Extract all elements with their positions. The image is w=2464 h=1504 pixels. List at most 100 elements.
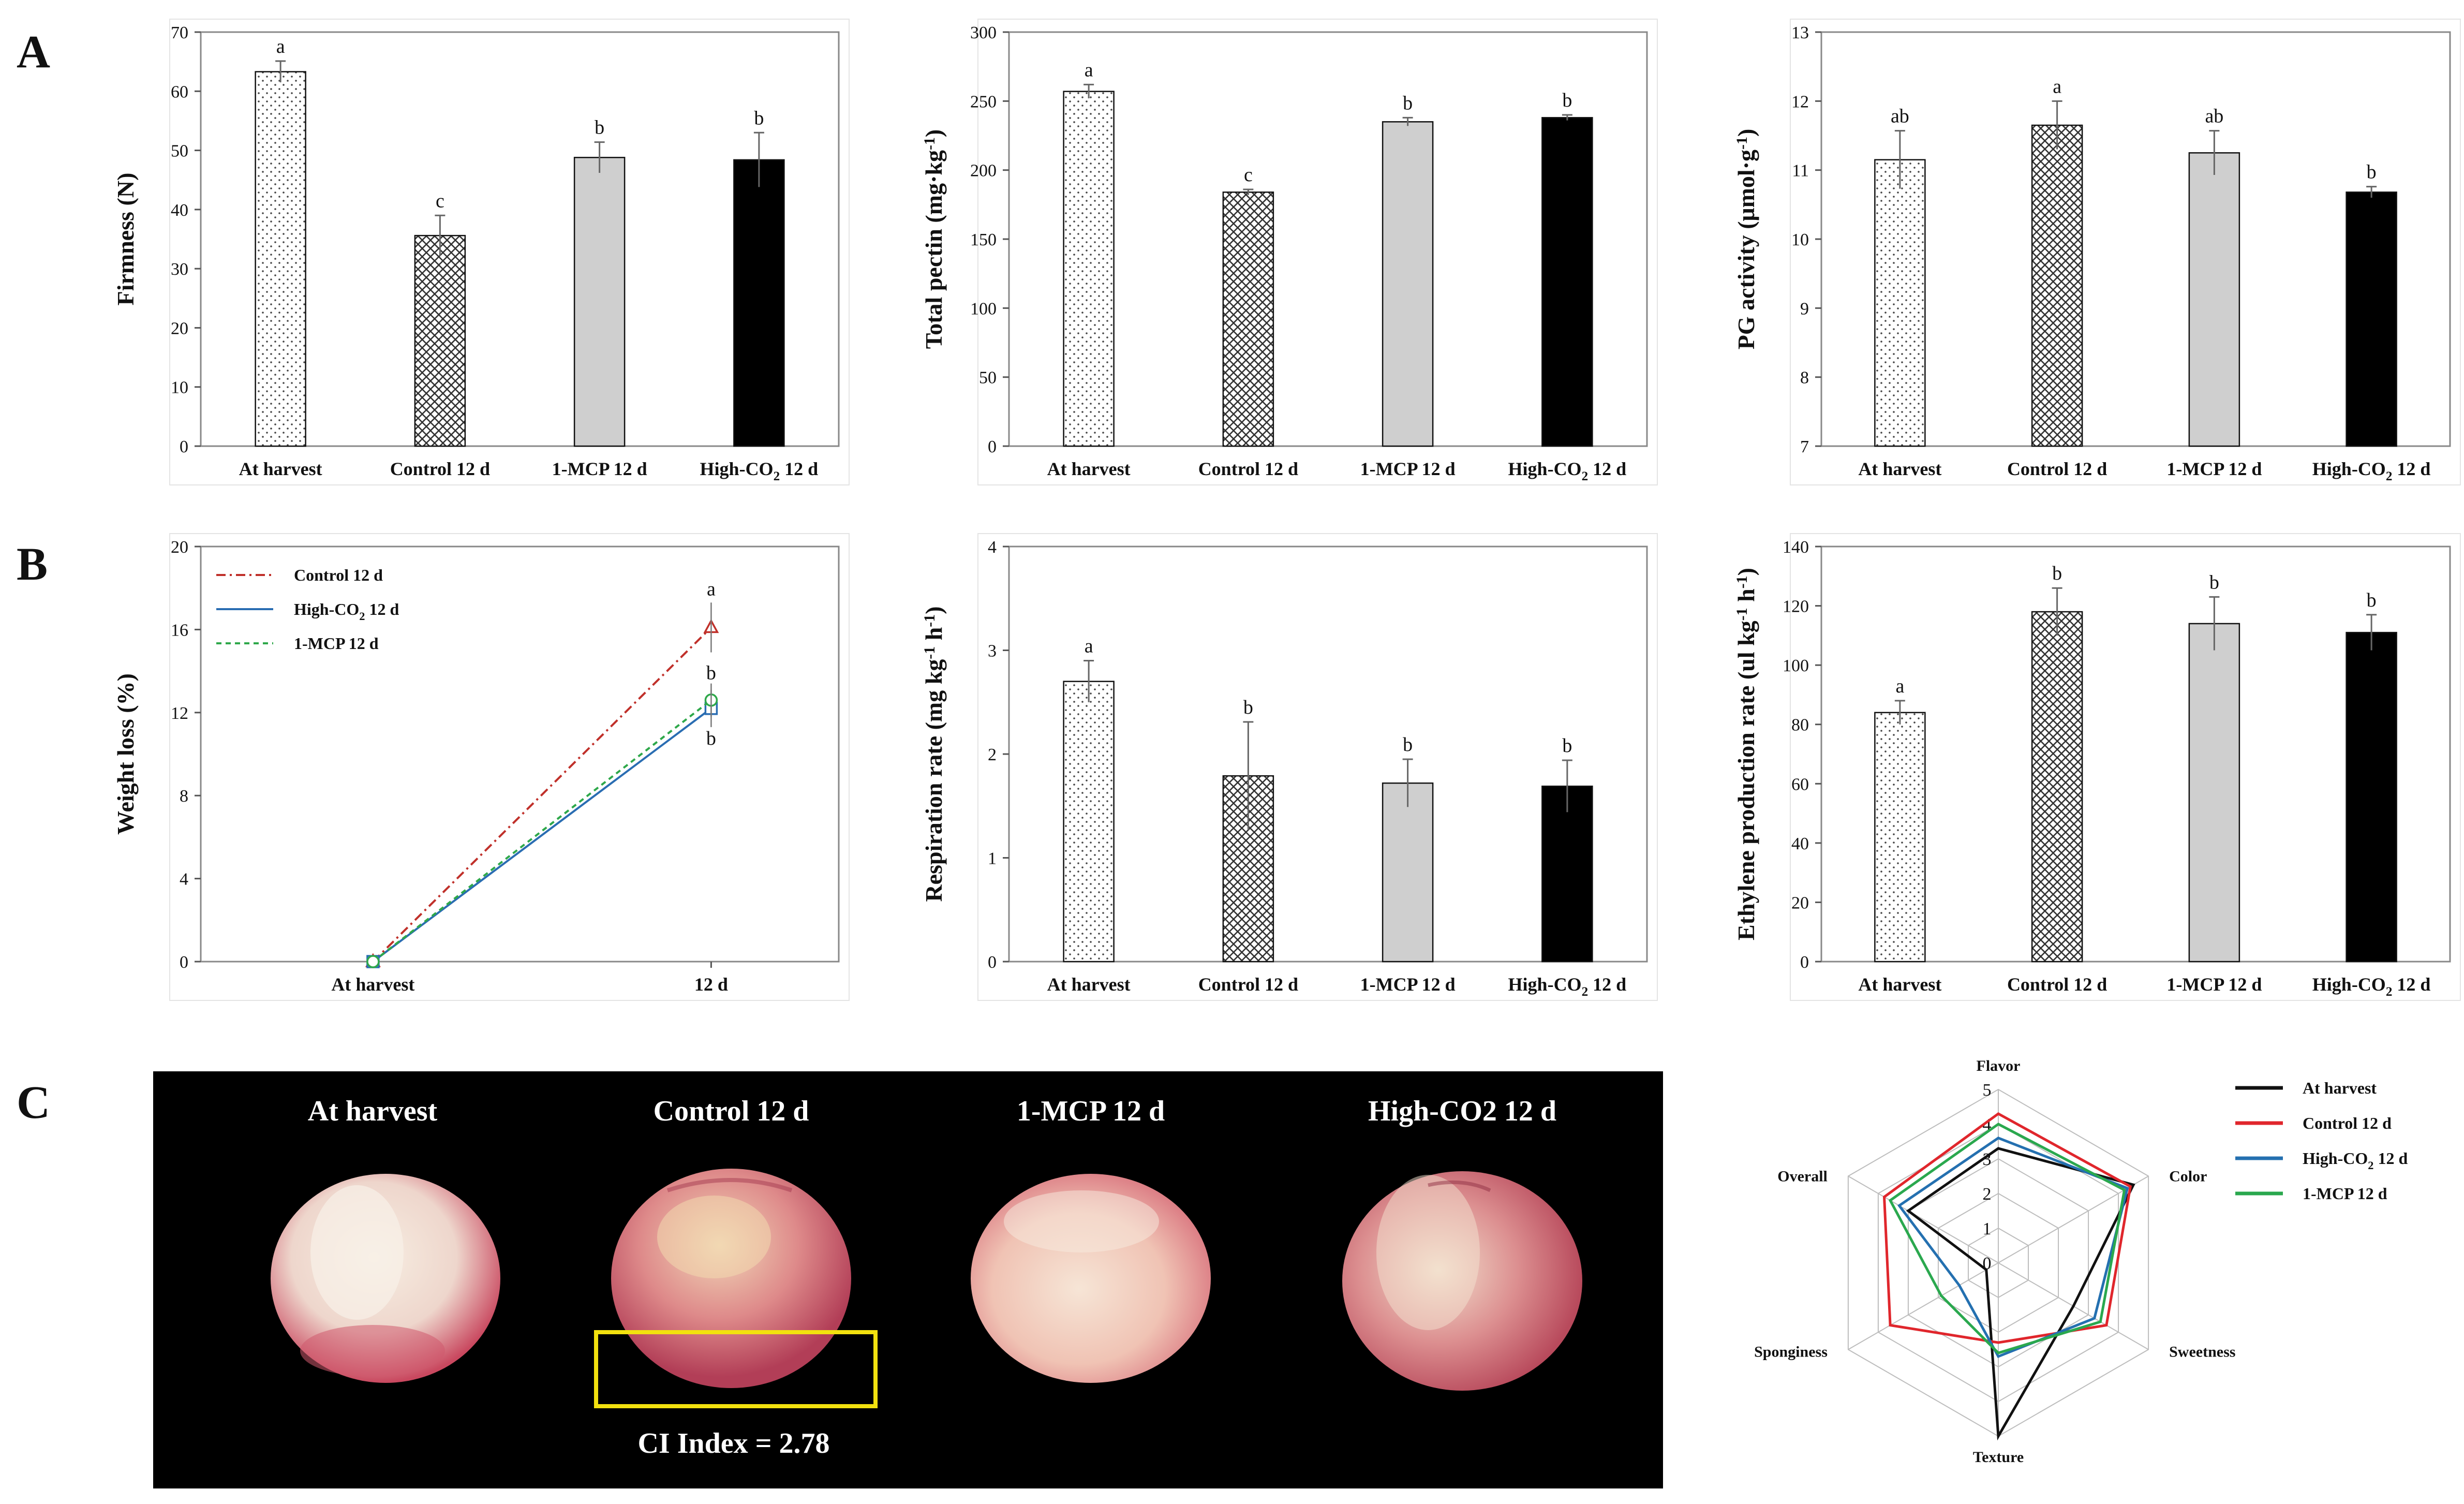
bar-high-co2-12-d <box>1541 785 1593 963</box>
x-tick-label-control-12-d: Control 12 d <box>1198 459 1298 479</box>
x-tick-label-high-co2-12-d: High-CO2 12 d <box>2312 459 2431 483</box>
photo-label-control: Control 12 d <box>654 1095 809 1127</box>
significance-letter-high-co2-12-d: b <box>754 107 764 129</box>
y-axis-label: Respiration rate (mg kg-1 h-1) <box>921 606 947 902</box>
y-tick-label: 7 <box>1800 437 1809 456</box>
bar-high-co2-12-d <box>2346 191 2397 447</box>
bar-1-mcp-12-d <box>573 157 626 447</box>
bar-1-mcp-12-d <box>1382 121 1434 447</box>
photo-label-1mcp: 1-MCP 12 d <box>1017 1095 1165 1127</box>
y-tick-label: 20 <box>1791 893 1809 912</box>
radar-tick-label: 5 <box>1983 1081 1992 1100</box>
radar-series-at-harvest <box>1906 1147 2135 1441</box>
significance-letter-at-harvest: a <box>276 36 285 57</box>
panel-letter-b: B <box>17 539 48 590</box>
significance-letter-1-mcp-12-d: b <box>1403 92 1413 114</box>
significance-letter-control-12-d: a <box>707 578 716 600</box>
significance-letter-at-harvest: a <box>1085 636 1093 657</box>
x-tick-label-1-mcp-12-d: 1-MCP 12 d <box>552 459 647 479</box>
x-tick-label-control-12-d: Control 12 d <box>1198 974 1298 995</box>
bar-at-harvest <box>1063 91 1115 447</box>
radar-axis-label-flavor: Flavor <box>1977 1057 2021 1074</box>
bar-high-co2-12-d <box>1541 117 1593 447</box>
significance-letter-high-co2-12-d: b <box>2367 589 2377 611</box>
photo-label-high-co2: High-CO2 12 d <box>1368 1095 1556 1127</box>
significance-letter-1-mcp-12-d: ab <box>2205 106 2223 127</box>
significance-letter-1-mcp-12-d: b <box>595 117 604 139</box>
peach-photo-panel: At harvest Control 12 d 1-MCP 12 d High-… <box>153 1071 1663 1488</box>
significance-letter-control-12-d: a <box>2053 76 2061 97</box>
y-axis-label: Ethylene production rate (ul kg-1 h-1) <box>1733 568 1759 940</box>
radar-legend-label-high-co2-12-d: High-CO2 12 d <box>2303 1149 2408 1172</box>
significance-letter-control-12-d: b <box>2052 563 2062 584</box>
x-tick-label-at-harvest: At harvest <box>1047 459 1131 479</box>
ci-index-label: CI Index = 2.78 <box>637 1427 829 1459</box>
y-tick-label: 150 <box>970 230 997 249</box>
y-tick-label: 10 <box>171 378 188 397</box>
x-tick-label-at-harvest: At harvest <box>331 974 414 995</box>
y-tick-label: 0 <box>180 953 188 972</box>
y-tick-label: 80 <box>1791 716 1809 735</box>
radar-series-1-mcp-12-d <box>1888 1123 2126 1355</box>
legend-label-control-12-d: Control 12 d <box>294 566 383 584</box>
significance-letter-control-12-d: b <box>1243 697 1253 718</box>
chart-frame <box>977 533 1658 1001</box>
peach-photo-at-harvest <box>271 1174 500 1383</box>
y-tick-label: 30 <box>171 260 188 279</box>
y-tick-label: 0 <box>988 953 997 972</box>
bar-control-12-d <box>1222 191 1274 447</box>
y-tick-label: 11 <box>1792 161 1809 181</box>
x-tick-label-high-co2-12-d: High-CO2 12 d <box>2312 974 2431 999</box>
chilling-injury-highlight-box <box>594 1330 878 1408</box>
peach-photo-control <box>611 1169 851 1388</box>
x-tick-label-1-mcp-12-d: 1-MCP 12 d <box>2166 974 2262 995</box>
bar-at-harvest <box>255 71 306 447</box>
radar-legend-label-control-12-d: Control 12 d <box>2303 1114 2392 1132</box>
bar-1-mcp-12-d <box>2188 152 2240 447</box>
legend-label-1-mcp-12-d: 1-MCP 12 d <box>294 634 379 653</box>
series-line-control-12-d <box>372 626 712 963</box>
series-line-1-mcp-12-d <box>372 699 712 963</box>
bar-1-mcp-12-d <box>1382 782 1434 963</box>
significance-letter-at-harvest: ab <box>1891 106 1909 127</box>
significance-letter-control-12-d: c <box>1244 164 1253 186</box>
chart-frame <box>977 19 1658 485</box>
y-tick-label: 3 <box>988 642 997 661</box>
sensory-radar-chart: 012345FlavorColorSweetnessTextureSpongin… <box>1754 1057 2408 1466</box>
x-tick-label-at-harvest: At harvest <box>1858 974 1941 995</box>
chart-frame <box>1790 19 2461 485</box>
radar-spoke <box>1848 1262 1999 1350</box>
plot-area <box>200 545 840 963</box>
x-tick-label-high-co2-12-d: High-CO2 12 d <box>1508 459 1627 483</box>
y-tick-label: 20 <box>171 319 188 338</box>
x-tick-label-high-co2-12-d: High-CO2 12 d <box>1508 974 1627 999</box>
y-tick-label: 4 <box>180 870 188 889</box>
radar-legend-label-at-harvest: At harvest <box>2303 1079 2377 1097</box>
bar-high-co2-12-d <box>2346 631 2397 963</box>
ethylene-production-chart: 0 20 40 60 80 100 120 140 Ethylene production ra… <box>1733 533 2461 1001</box>
bar-1-mcp-12-d <box>2188 623 2240 963</box>
x-tick-label-1-mcp-12-d: 1-MCP 12 d <box>1360 974 1456 995</box>
radar-axis-label-color: Color <box>2169 1168 2207 1185</box>
y-tick-label: 0 <box>1800 953 1809 972</box>
x-tick-label-control-12-d: Control 12 d <box>390 459 490 479</box>
significance-letter-1-mcp-12-d: b <box>2209 571 2219 593</box>
series-line-high-co2-12-d <box>372 707 712 963</box>
legend-label-high-co2-12-d: High-CO2 12 d <box>294 600 399 623</box>
y-axis-label: PG activity (μmol·g-1) <box>1733 129 1759 350</box>
plot-area <box>1820 545 2451 963</box>
y-tick-label: 50 <box>979 368 997 388</box>
y-tick-label: 1 <box>988 849 997 868</box>
radar-series-control-12-d <box>1882 1112 2132 1344</box>
chart-frame <box>1790 533 2461 1001</box>
weight-loss-chart: 0 4 8 12 16 20 Weight loss (%) At harvest 12 d a b… <box>112 533 850 1001</box>
significance-letter-1-mcp-12-d: b <box>1403 734 1413 756</box>
radar-tick-label: 1 <box>1983 1219 1992 1238</box>
panel-letter-c: C <box>17 1077 50 1128</box>
y-tick-label: 140 <box>1783 538 1809 557</box>
x-tick-label-12-d: 12 d <box>694 974 728 995</box>
y-tick-label: 12 <box>1791 92 1809 111</box>
y-axis-label: Total pectin (mg·kg-1) <box>921 129 947 349</box>
firmness-chart: 0 10 20 30 40 50 60 70 Firmness (N) a At harvest c C… <box>112 19 850 485</box>
